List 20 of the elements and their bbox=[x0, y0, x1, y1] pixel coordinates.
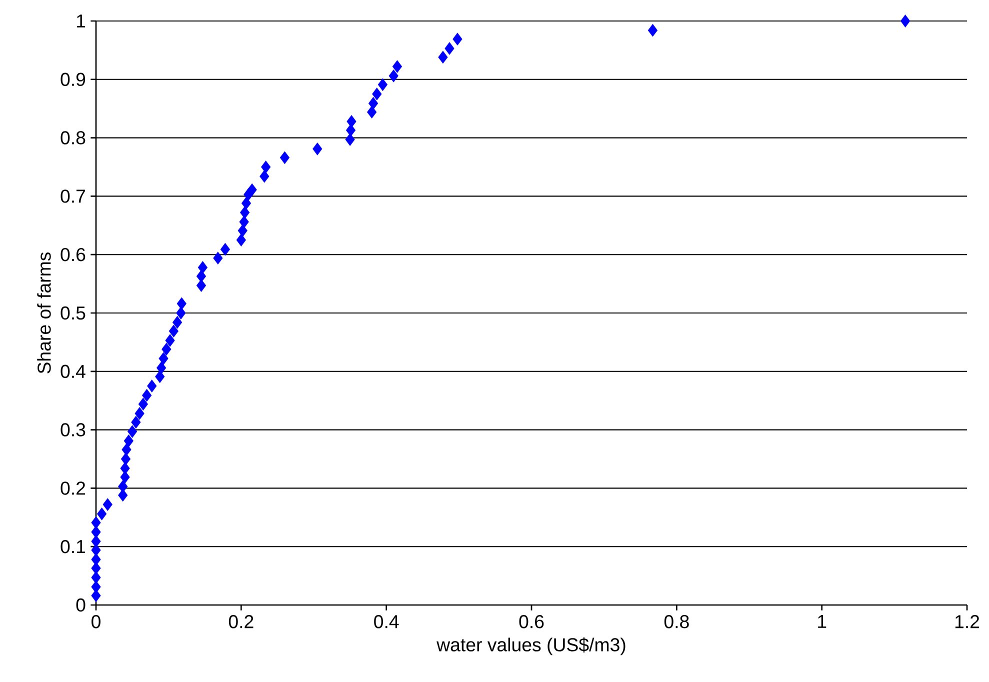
x-tick-label: 0.2 bbox=[228, 615, 254, 628]
x-tick-label: 1.2 bbox=[955, 615, 980, 628]
x-tick-label: 0.8 bbox=[664, 615, 689, 628]
y-tick-label: 0.8 bbox=[60, 131, 86, 144]
y-tick-label: 0.1 bbox=[60, 540, 86, 554]
y-tick-label: 0.2 bbox=[60, 482, 86, 495]
y-tick-label: 1 bbox=[77, 14, 86, 28]
x-tick-label: 0.6 bbox=[519, 615, 544, 628]
y-tick-label: 0 bbox=[76, 598, 86, 612]
y-tick-label: 0.3 bbox=[60, 423, 86, 436]
x-tick-label: 0.4 bbox=[374, 615, 399, 628]
y-tick-label: 0.5 bbox=[60, 306, 86, 320]
y-tick-label: 0.9 bbox=[60, 72, 86, 86]
y-tick-label: 0.6 bbox=[60, 248, 86, 262]
y-tick-label: 0.7 bbox=[60, 190, 86, 203]
y-axis-title: Share of farms bbox=[37, 252, 51, 374]
x-axis-title: water values (US$/m3) bbox=[436, 637, 626, 656]
x-tick-label: 0 bbox=[92, 615, 100, 628]
x-tick-label: 1 bbox=[818, 615, 826, 628]
y-tick-label: 0.4 bbox=[60, 364, 86, 378]
